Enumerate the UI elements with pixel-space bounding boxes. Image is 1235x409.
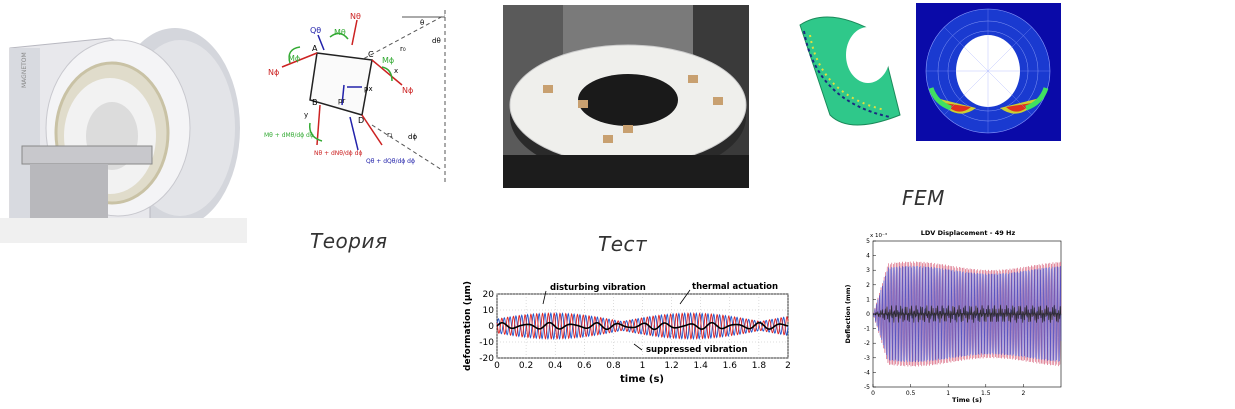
y-tick-label: 3	[866, 267, 870, 274]
x-tick-label: 0.4	[548, 361, 563, 371]
label-theta: θ	[420, 19, 424, 27]
y-tick-label: 0	[866, 311, 870, 318]
mri-brand-text: MAGNETOM	[21, 52, 28, 88]
x-tick-label: 1.5	[981, 390, 991, 397]
x-tick-label: 0	[494, 361, 500, 371]
test-rig-photo	[503, 5, 749, 188]
label-d-theta: dθ	[432, 37, 441, 45]
label-m-phi-right: Mϕ	[382, 56, 394, 65]
y-tick-label: 0	[488, 322, 494, 332]
series-line-3	[872, 304, 1062, 324]
label-m-phi: Mϕ	[288, 54, 300, 63]
y-tick-label: -2	[864, 340, 870, 347]
y-tick-label: 10	[483, 306, 495, 316]
label-px: px	[364, 85, 373, 93]
y-tick-label: -1	[864, 326, 870, 333]
x-tick-label: 0.8	[606, 361, 621, 371]
label-n-theta: Nθ	[350, 12, 361, 21]
label-d: D	[358, 116, 364, 125]
x-axis-label: time (s)	[620, 374, 664, 385]
y-tick-label: -10	[479, 338, 494, 348]
y-axis-label: deformation (µm)	[463, 281, 473, 371]
x-tick-label: 1	[640, 361, 646, 371]
label-m-theta-derivative: Mθ + dMθ/dϕ dϕ	[264, 132, 314, 139]
x-tick-label: 2	[785, 361, 791, 371]
label-r0: r₀	[400, 45, 406, 53]
label-d-phi: dϕ	[408, 133, 417, 141]
mri-photo: MAGNETOM	[0, 18, 247, 243]
caption-test: Тест	[598, 232, 648, 256]
label-b: B	[312, 98, 318, 107]
label-n-theta-derivative: Nθ + dNθ/dϕ dϕ	[314, 150, 362, 157]
exponent-label: x 10⁻³	[870, 232, 887, 239]
deformation-chart: 0 0.2 0.4 0.6 0.8 1 1.2 1.4 1.6 1.8 2 20 10 0 -10 -20 …	[458, 278, 798, 390]
annotation-disturbing: disturbing vibration	[550, 283, 646, 293]
x-tick-label: 0.5	[906, 390, 916, 397]
series-line-2	[496, 312, 789, 340]
label-pr: pr	[338, 97, 345, 105]
x-axis-label: Time (s)	[952, 396, 982, 404]
label-n-phi: Nϕ	[268, 68, 279, 77]
annotation-suppressed: suppressed vibration	[646, 345, 748, 355]
label-a: A	[312, 44, 318, 53]
x-tick-label: 0.6	[577, 361, 592, 371]
label-n-phi-right: Nϕ	[402, 86, 413, 95]
x-tick-label: 0	[871, 390, 875, 397]
label-q-theta: Qθ	[310, 26, 321, 35]
label-r1: r₁	[387, 131, 393, 139]
x-tick-label: 1.6	[723, 361, 738, 371]
label-m-theta: Mθ	[334, 28, 346, 37]
x-tick-label: 1	[946, 390, 950, 397]
series-line-3	[496, 321, 789, 331]
y-tick-label: -5	[864, 384, 870, 391]
caption-fem: FEM	[902, 186, 945, 210]
y-tick-label: 1	[866, 296, 870, 303]
chart-title: LDV Displacement - 49 Hz	[921, 229, 1016, 237]
y-tick-label: 5	[866, 238, 870, 245]
caption-theory: Теория	[310, 229, 388, 253]
label-q-theta-derivative: Qθ + dQθ/dϕ dϕ	[366, 158, 415, 165]
annotation-thermal: thermal actuation	[692, 282, 778, 292]
x-tick-label: 1.8	[752, 361, 767, 371]
x-tick-label: 2	[1021, 390, 1025, 397]
x-tick-label: 1.4	[694, 361, 709, 371]
label-y: y	[304, 111, 308, 119]
label-c: C	[368, 50, 374, 59]
y-tick-label: 2	[866, 282, 870, 289]
ldv-chart: LDV Displacement - 49 Hz x 10⁻³ 0 0.5 1 1.5…	[838, 225, 1068, 405]
y-tick-label: 4	[866, 253, 870, 260]
fem-stress-plot	[916, 3, 1061, 141]
x-tick-label: 0.2	[519, 361, 533, 371]
fem-shell-model	[790, 5, 910, 133]
x-tick-label: 1.2	[664, 361, 678, 371]
y-tick-label: 20	[483, 290, 495, 300]
y-axis-label: Deflection (mm)	[844, 284, 852, 343]
label-x: x	[394, 67, 398, 75]
theory-diagram: Qθ Mθ Nθ Nϕ Mϕ Mϕ Nϕ A C B D x y pr px r…	[262, 5, 452, 185]
y-tick-label: -20	[479, 354, 494, 364]
y-tick-label: -4	[864, 369, 870, 376]
y-tick-label: -3	[864, 355, 870, 362]
